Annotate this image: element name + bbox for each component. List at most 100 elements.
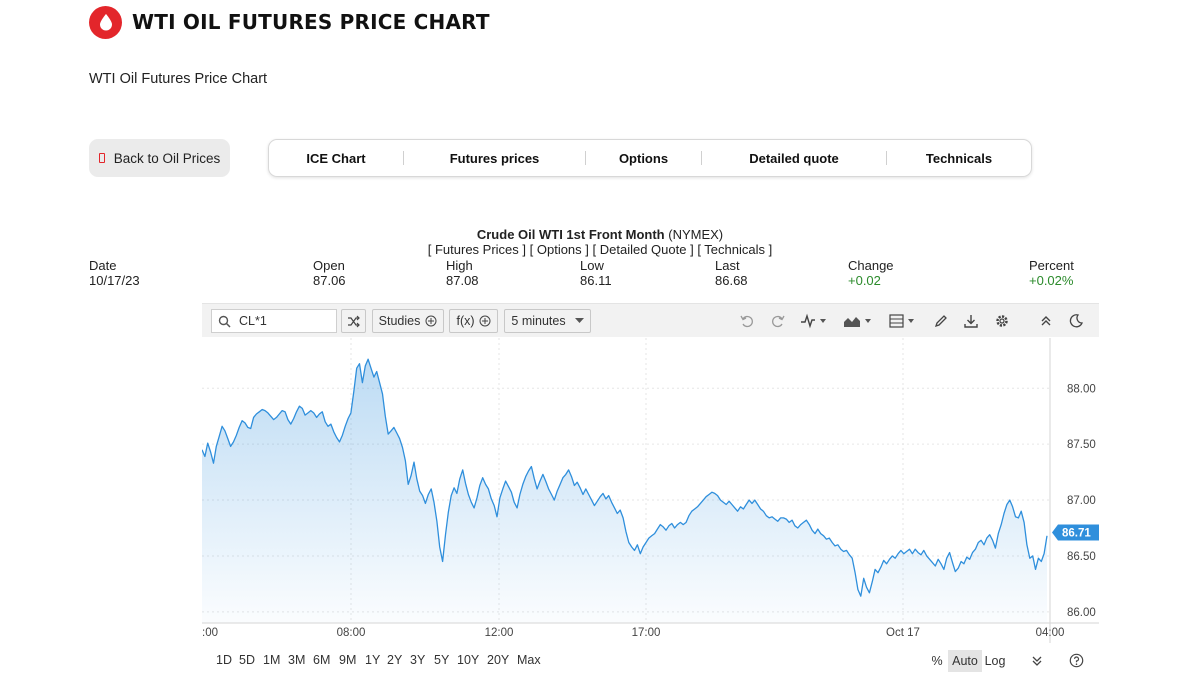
chart-toolbar: CL*1 Studies f(x) 5 minutes (202, 303, 1099, 337)
quote-open-value: 87.06 (313, 273, 346, 288)
tab-ice-chart[interactable]: ICE Chart (306, 150, 366, 166)
quote-low-value: 86.11 (580, 273, 612, 288)
shuffle-icon (348, 315, 360, 327)
range-1m[interactable]: 1M (263, 653, 281, 667)
phone-icon (98, 153, 105, 163)
add-circle-icon (425, 315, 437, 327)
y-tick-label: 86.00 (1067, 607, 1096, 619)
quote-last-value: 86.68 (715, 273, 748, 288)
tab-options[interactable]: Options (618, 150, 669, 166)
tab-divider (403, 151, 404, 165)
chart-links: [ Futures Prices ] [ Options ] [ Detaile… (0, 242, 1200, 257)
x-tick-label: 04:00 (1036, 627, 1065, 639)
draw-tools-icon[interactable] (800, 313, 828, 329)
price-chart-svg: 88.00 87.50 87.00 86.50 86.00:00 08:00 12:00 17… (201, 338, 1099, 643)
range-max[interactable]: Max (517, 653, 541, 667)
range-3m[interactable]: 3M (288, 653, 306, 667)
symbol-search-input[interactable]: CL*1 (211, 309, 337, 333)
back-button-label: Back to Oil Prices (113, 150, 221, 166)
tab-divider (701, 151, 702, 165)
help-icon[interactable] (1069, 653, 1084, 668)
quote-last: Last 86.68 (715, 258, 748, 288)
moon-icon[interactable] (1068, 313, 1084, 329)
quote-change: Change +0.02 (848, 258, 894, 288)
y-tick-label: 87.00 (1067, 495, 1096, 507)
download-icon[interactable] (963, 313, 979, 329)
quote-last-label: Last (715, 258, 740, 273)
quote-date-value: 10/17/23 (89, 273, 140, 288)
pencil-icon[interactable] (933, 313, 949, 329)
quote-percent: Percent +0.02% (1029, 258, 1074, 288)
collapse-up-icon[interactable] (1038, 313, 1054, 329)
quote-high-label: High (446, 258, 473, 273)
range-20y[interactable]: 20Y (487, 653, 510, 667)
function-label: f(x) (456, 314, 475, 328)
quote-date-label: Date (89, 258, 117, 273)
quote-change-label: Change (848, 258, 894, 273)
studies-button[interactable]: Studies (372, 309, 444, 333)
page-header: WTI OIL FUTURES PRICE CHART (89, 4, 490, 40)
compare-button[interactable] (341, 309, 366, 333)
range-9m[interactable]: 9M (339, 653, 357, 667)
chart-tabs: ICE Chart Futures prices Options Detaile… (268, 139, 1032, 177)
page-title: WTI OIL FUTURES PRICE CHART (132, 10, 490, 34)
interval-label: 5 minutes (511, 314, 566, 328)
undo-icon[interactable] (739, 313, 755, 329)
caret-down-icon (574, 318, 584, 323)
quote-date: Date 10/17/23 (89, 258, 140, 288)
link-detailed-quote[interactable]: [ Detailed Quote ] (592, 242, 694, 257)
price-line (201, 358, 1048, 597)
quote-open: Open 87.06 (313, 258, 346, 288)
log-scale-button[interactable]: Log (984, 654, 1006, 668)
tab-detailed-quote[interactable]: Detailed quote (749, 150, 839, 166)
layout-icon[interactable] (888, 313, 920, 329)
link-technicals[interactable]: [ Technicals ] (697, 242, 773, 257)
range-6m[interactable]: 6M (313, 653, 331, 667)
auto-scale-button[interactable]: Auto (948, 650, 982, 672)
range-10y[interactable]: 10Y (457, 653, 480, 667)
chart-type-icon[interactable] (843, 313, 875, 329)
oil-drop-icon (89, 5, 122, 39)
link-futures-prices[interactable]: [ Futures Prices ] (427, 242, 527, 257)
x-tick-label: 12:00 (485, 627, 514, 639)
interval-select[interactable]: 5 minutes (504, 309, 591, 333)
tab-futures-prices[interactable]: Futures prices (449, 150, 540, 166)
chevron-down-icon[interactable] (1031, 655, 1043, 667)
quote-low-label: Low (580, 258, 604, 273)
quote-percent-value: +0.02% (1029, 273, 1074, 288)
symbol-value: CL*1 (239, 314, 267, 328)
studies-label: Studies (378, 314, 421, 328)
range-5y[interactable]: 5Y (434, 653, 450, 667)
range-5d[interactable]: 5D (239, 653, 255, 667)
back-to-oil-prices-button[interactable]: Back to Oil Prices (89, 139, 230, 177)
price-area (202, 359, 1047, 623)
chart-exchange: (NYMEX) (668, 227, 724, 242)
range-1d[interactable]: 1D (216, 653, 232, 667)
chart-bottom-bar: 1D 5D 1M 3M 6M 9M 1Y 2Y 3Y 5Y 10Y 20Y Ma… (202, 650, 1099, 672)
y-tick-label: 87.50 (1067, 439, 1096, 451)
quote-percent-label: Percent (1029, 258, 1074, 273)
quote-low: Low 86.11 (580, 258, 612, 288)
redo-icon[interactable] (770, 313, 786, 329)
link-options[interactable]: [ Options ] (529, 242, 589, 257)
range-1y[interactable]: 1Y (365, 653, 381, 667)
quote-open-label: Open (313, 258, 345, 273)
price-chart[interactable]: 88.00 87.50 87.00 86.50 86.00:00 08:00 12:00 17… (201, 338, 1099, 643)
chart-instrument-name: Crude Oil WTI 1st Front Month (476, 227, 665, 242)
range-3y[interactable]: 3Y (410, 653, 426, 667)
percent-scale-button[interactable]: % (931, 654, 943, 668)
quote-change-value: +0.02 (848, 273, 881, 288)
y-tick-label: 86.50 (1067, 551, 1096, 563)
add-circle-icon (479, 315, 491, 327)
x-tick-label: Oct 17 (886, 627, 920, 639)
x-tick-label: :00 (202, 627, 218, 639)
tab-technicals[interactable]: Technicals (925, 150, 993, 166)
tab-divider (886, 151, 887, 165)
range-2y[interactable]: 2Y (387, 653, 403, 667)
last-price-marker (1052, 524, 1099, 541)
search-icon (218, 315, 231, 328)
gear-icon[interactable] (994, 313, 1010, 329)
page-subtitle: WTI Oil Futures Price Chart (89, 71, 268, 87)
function-button[interactable]: f(x) (449, 309, 498, 333)
chart-heading: Crude Oil WTI 1st Front Month (NYMEX) (0, 227, 1200, 242)
